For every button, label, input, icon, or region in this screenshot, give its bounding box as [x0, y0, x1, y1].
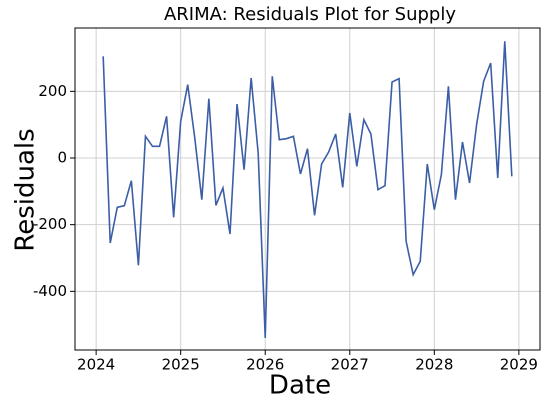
y-tick-label: 200 — [38, 82, 67, 100]
x-tick-label: 2027 — [331, 356, 369, 374]
plot-frame — [74, 27, 541, 351]
x-tick-label: 2029 — [500, 356, 538, 374]
x-axis-label: Date — [269, 371, 331, 401]
x-tick-label: 2028 — [415, 356, 453, 374]
x-tick-label: 2026 — [246, 356, 284, 374]
y-axis-label: Residuals — [11, 128, 41, 251]
y-tick-label: 0 — [57, 149, 67, 167]
y-tick-label: -200 — [33, 215, 67, 233]
chart-title: ARIMA: Residuals Plot for Supply — [164, 4, 456, 25]
y-tick-label: -400 — [33, 282, 67, 300]
line — [102, 41, 513, 339]
x-tick-label: 2025 — [162, 356, 200, 374]
x-tick-label: 2024 — [77, 356, 115, 374]
